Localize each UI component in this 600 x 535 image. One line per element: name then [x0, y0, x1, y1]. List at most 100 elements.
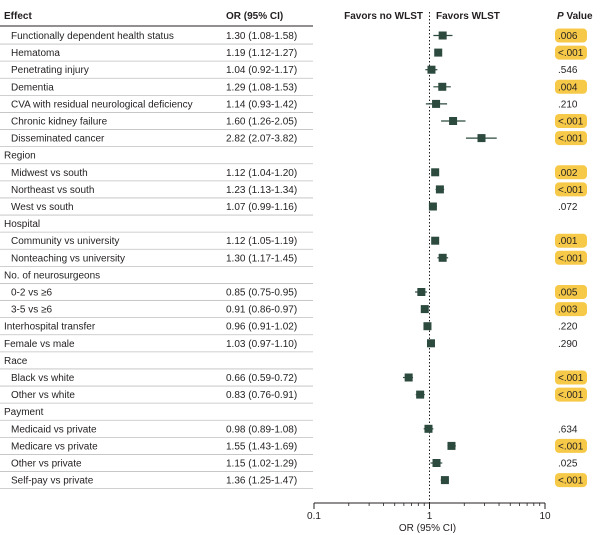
header-row: Effect OR (95% CI) Favors no WLST Favors… [4, 11, 593, 22]
p-value: .006 [558, 31, 578, 42]
or-point [431, 236, 440, 245]
row-label: 3-5 vs ≥6 [11, 305, 52, 316]
p-value: <.001 [558, 390, 584, 401]
row-label: CVA with residual neurological deficienc… [11, 99, 193, 110]
row-label: 0-2 vs ≥6 [11, 288, 52, 299]
p-value-highlight [555, 233, 587, 248]
group-heading: Hospital [4, 219, 40, 230]
p-value: .220 [558, 322, 578, 333]
or-ci-value: 1.30 (1.17-1.45) [226, 253, 297, 264]
or-ci-value: 2.82 (2.07-3.82) [226, 134, 297, 145]
group-heading: No. of neurosurgeons [4, 270, 100, 281]
p-value: <.001 [558, 373, 584, 384]
group-heading: Region [4, 151, 36, 162]
p-value: <.001 [558, 476, 584, 487]
or-ci-value: 1.12 (1.04-1.20) [226, 168, 297, 179]
or-ci-value: 1.23 (1.13-1.34) [226, 185, 297, 196]
or-ci-value: 1.55 (1.43-1.69) [226, 441, 297, 452]
p-value: <.001 [558, 441, 584, 452]
or-ci-value: 1.12 (1.05-1.19) [226, 236, 297, 247]
p-value-highlight [555, 302, 587, 317]
or-ci-value: 0.66 (0.59-0.72) [226, 373, 297, 384]
p-value: .005 [558, 288, 578, 299]
p-value: <.001 [558, 134, 584, 145]
or-ci-value: 1.60 (1.26-2.05) [226, 117, 297, 128]
p-value: <.001 [558, 48, 584, 59]
or-point [420, 305, 429, 314]
x-tick-label: 10 [539, 511, 551, 522]
row-label: Penetrating injury [11, 65, 89, 76]
or-point [417, 288, 426, 296]
p-value: .004 [558, 82, 578, 93]
plot-marks [403, 12, 497, 503]
row-label: Medicare vs private [11, 441, 98, 452]
x-axis-title: OR (95% CI) [399, 523, 456, 534]
p-value: .210 [558, 99, 578, 110]
or-ci-value: 1.36 (1.25-1.47) [226, 476, 297, 487]
or-point [434, 48, 443, 57]
effect-header: Effect [4, 11, 32, 22]
p-value: .002 [558, 168, 578, 179]
or-ci-value: 1.30 (1.08-1.58) [226, 31, 297, 42]
p-value-highlight [555, 473, 587, 488]
row-label: Interhospital transfer [4, 322, 96, 333]
or-ci-value: 1.15 (1.02-1.29) [226, 459, 297, 470]
x-axis: 0.1 1 10 OR (95% CI) [307, 502, 551, 534]
or-ci-header: OR (95% CI) [226, 11, 283, 22]
or-ci-value: 0.91 (0.86-0.97) [226, 305, 297, 316]
p-value: <.001 [558, 117, 584, 128]
or-point [477, 134, 486, 143]
or-point [428, 202, 437, 211]
or-point [435, 185, 444, 194]
or-point [438, 253, 447, 262]
row-label: Other vs white [11, 390, 75, 401]
or-point [438, 82, 447, 91]
table-rows: Functionally dependent health status 1.30… [0, 28, 587, 490]
p-value-highlight [555, 45, 587, 60]
or-ci-value: 1.07 (0.99-1.16) [226, 202, 297, 213]
p-value: .003 [558, 305, 578, 316]
row-label: Hematoma [11, 48, 60, 59]
or-ci-value: 1.03 (0.97-1.10) [226, 339, 297, 350]
or-point [427, 65, 436, 74]
or-point [447, 441, 456, 450]
p-value: .290 [558, 339, 578, 350]
p-value-highlight [555, 387, 587, 402]
row-label: Chronic kidney failure [11, 117, 108, 128]
row-label: West vs south [11, 202, 74, 213]
p-value: .546 [558, 65, 578, 76]
p-value-highlight [555, 131, 587, 146]
or-point [404, 373, 413, 382]
or-ci-value: 0.98 (0.89-1.08) [226, 424, 297, 435]
row-label: Functionally dependent health status [11, 31, 174, 42]
or-ci-value: 1.29 (1.08-1.53) [226, 82, 297, 93]
or-point [431, 168, 440, 177]
or-ci-value: 0.83 (0.76-0.91) [226, 390, 297, 401]
or-point [424, 424, 433, 433]
row-label: Midwest vs south [11, 168, 88, 179]
p-value: .025 [558, 459, 578, 470]
row-label: Community vs university [11, 236, 119, 247]
or-ci-value: 0.96 (0.91-1.02) [226, 322, 297, 333]
or-point [432, 459, 441, 467]
group-heading: Race [4, 356, 28, 367]
or-point [426, 339, 435, 348]
x-tick-label: 0.1 [307, 511, 321, 522]
p-value: <.001 [558, 185, 584, 196]
x-tick-label: 1 [427, 511, 433, 522]
p-value-highlight [555, 28, 587, 43]
or-ci-value: 1.14 (0.93-1.42) [226, 99, 297, 110]
group-heading: Payment [4, 407, 44, 418]
p-value-highlight [555, 114, 587, 128]
or-ci-value: 0.85 (0.75-0.95) [226, 288, 297, 299]
p-value: .634 [558, 424, 578, 435]
p-value-highlight [555, 438, 587, 453]
row-label: Female vs male [4, 339, 75, 350]
p-value-header: P Value [557, 11, 593, 22]
or-ci-value: 1.19 (1.12-1.27) [226, 48, 297, 59]
or-point [438, 31, 447, 40]
or-ci-value: 1.04 (0.92-1.17) [226, 65, 297, 76]
p-value: .001 [558, 236, 578, 247]
row-label: Dementia [11, 82, 54, 93]
row-label: Other vs private [11, 459, 82, 470]
